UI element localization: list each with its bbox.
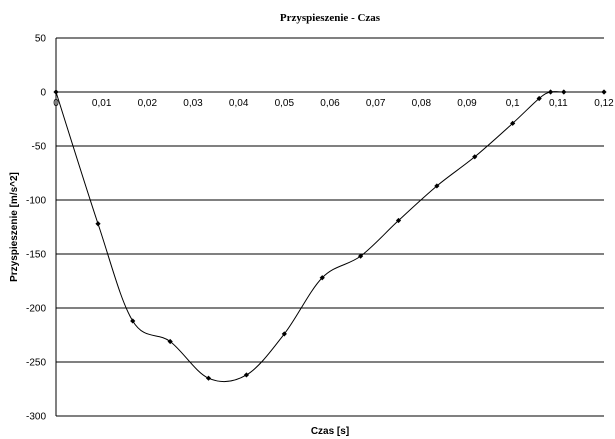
grid bbox=[56, 37, 604, 417]
x-tick-label: 0,01 bbox=[92, 98, 112, 109]
data-point bbox=[281, 331, 287, 337]
data-point bbox=[601, 89, 607, 95]
x-tick-labels: 00,010,020,030,040,050,060,070,080,090,1… bbox=[53, 98, 614, 109]
data-point bbox=[434, 183, 440, 189]
data-point bbox=[472, 154, 478, 160]
x-tick-label: 0,02 bbox=[138, 98, 158, 109]
data-point bbox=[167, 338, 173, 345]
data-point bbox=[205, 375, 212, 381]
data-point bbox=[357, 253, 364, 259]
y-tick-label: 50 bbox=[35, 34, 47, 45]
chart-title: Przyspieszenie - Czas bbox=[280, 12, 381, 24]
y-axis-label: Przyspieszenie [m/s^2] bbox=[9, 172, 20, 282]
x-tick-label: 0,11 bbox=[549, 98, 568, 109]
y-tick-label: -200 bbox=[26, 304, 46, 315]
data-point bbox=[243, 372, 250, 378]
x-tick-label: 0,08 bbox=[412, 98, 432, 109]
data-point bbox=[536, 95, 542, 102]
y-tick-label: -150 bbox=[26, 250, 46, 261]
data-point bbox=[510, 120, 516, 126]
x-tick-label: 0,06 bbox=[320, 98, 340, 109]
x-tick-label: 0,04 bbox=[229, 98, 249, 109]
x-tick-label: 0,09 bbox=[457, 98, 477, 109]
x-tick-label: 0,1 bbox=[506, 98, 520, 109]
data-point bbox=[319, 275, 325, 281]
y-tick-labels: 50 0 -50 -100 -150 -200 -250 -300 bbox=[26, 34, 46, 423]
y-tick-label: -300 bbox=[26, 412, 46, 423]
plot-area bbox=[56, 38, 604, 416]
y-tick-label: -50 bbox=[32, 142, 47, 153]
x-tick-label: 0,03 bbox=[183, 98, 203, 109]
data-point bbox=[130, 318, 136, 324]
x-axis-label: Czas [s] bbox=[311, 426, 349, 437]
data-point bbox=[547, 89, 554, 95]
data-point bbox=[95, 221, 101, 227]
x-tick-label: 0,12 bbox=[594, 98, 614, 109]
data-point bbox=[561, 89, 567, 95]
series bbox=[53, 89, 607, 383]
y-tick-label: -250 bbox=[26, 358, 46, 369]
x-tick-label: 0,05 bbox=[275, 98, 295, 109]
x-tick-label: 0,07 bbox=[366, 98, 386, 109]
data-point bbox=[395, 217, 402, 224]
y-tick-label: 0 bbox=[40, 88, 46, 99]
y-tick-label: -100 bbox=[26, 196, 46, 207]
data-point bbox=[53, 89, 59, 95]
